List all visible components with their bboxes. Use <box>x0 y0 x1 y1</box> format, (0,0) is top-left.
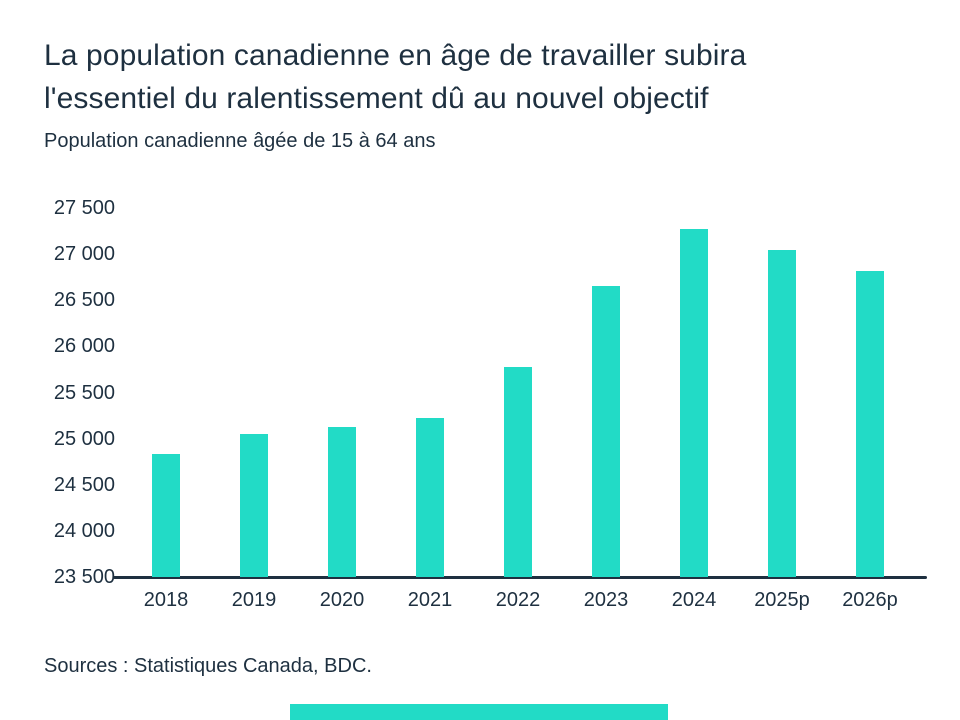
bar-2026p <box>856 270 884 577</box>
x-axis-line <box>113 576 927 579</box>
footer-accent-bar <box>290 704 668 720</box>
bar-2019 <box>240 434 268 577</box>
x-tick-label-2020: 2020 <box>319 589 365 611</box>
x-tick-label-2021: 2021 <box>407 589 453 611</box>
x-tick-label-2019: 2019 <box>231 589 277 611</box>
y-tick-label: 26 500 <box>53 289 115 312</box>
bar-2025p <box>768 250 796 577</box>
y-tick-label: 25 000 <box>53 427 115 450</box>
chart-title: La population canadienne en âge de trava… <box>44 34 746 120</box>
y-tick-label: 27 000 <box>53 243 115 266</box>
bar-2023 <box>592 286 620 577</box>
bar-2022 <box>504 366 532 577</box>
source-note: Sources : Statistiques Canada, BDC. <box>44 655 372 677</box>
x-tick-label-2022: 2022 <box>495 589 541 611</box>
chart-title-line-2: l'essentiel du ralentissement dû au nouv… <box>44 82 709 115</box>
y-tick-label: 25 500 <box>53 381 115 404</box>
y-tick-label: 23 500 <box>53 566 115 588</box>
y-tick-label: 27 500 <box>53 197 115 219</box>
bar-2021 <box>416 418 444 577</box>
bar-2018 <box>152 454 180 577</box>
y-tick-label: 24 500 <box>53 473 115 496</box>
x-tick-label-2024: 2024 <box>671 589 717 611</box>
x-tick-label-2025p: 2025p <box>754 589 810 611</box>
x-tick-label-2023: 2023 <box>583 589 629 611</box>
x-tick-label-2026p: 2026p <box>842 589 898 611</box>
y-tick-label: 24 000 <box>53 519 115 542</box>
bar-2024 <box>680 229 708 577</box>
chart-title-line-1: La population canadienne en âge de trava… <box>44 39 747 72</box>
bar-2020 <box>328 426 356 577</box>
chart-subtitle: Population canadienne âgée de 15 à 64 an… <box>44 130 436 152</box>
x-tick-label-2018: 2018 <box>143 589 189 611</box>
y-tick-label: 26 000 <box>53 335 115 358</box>
